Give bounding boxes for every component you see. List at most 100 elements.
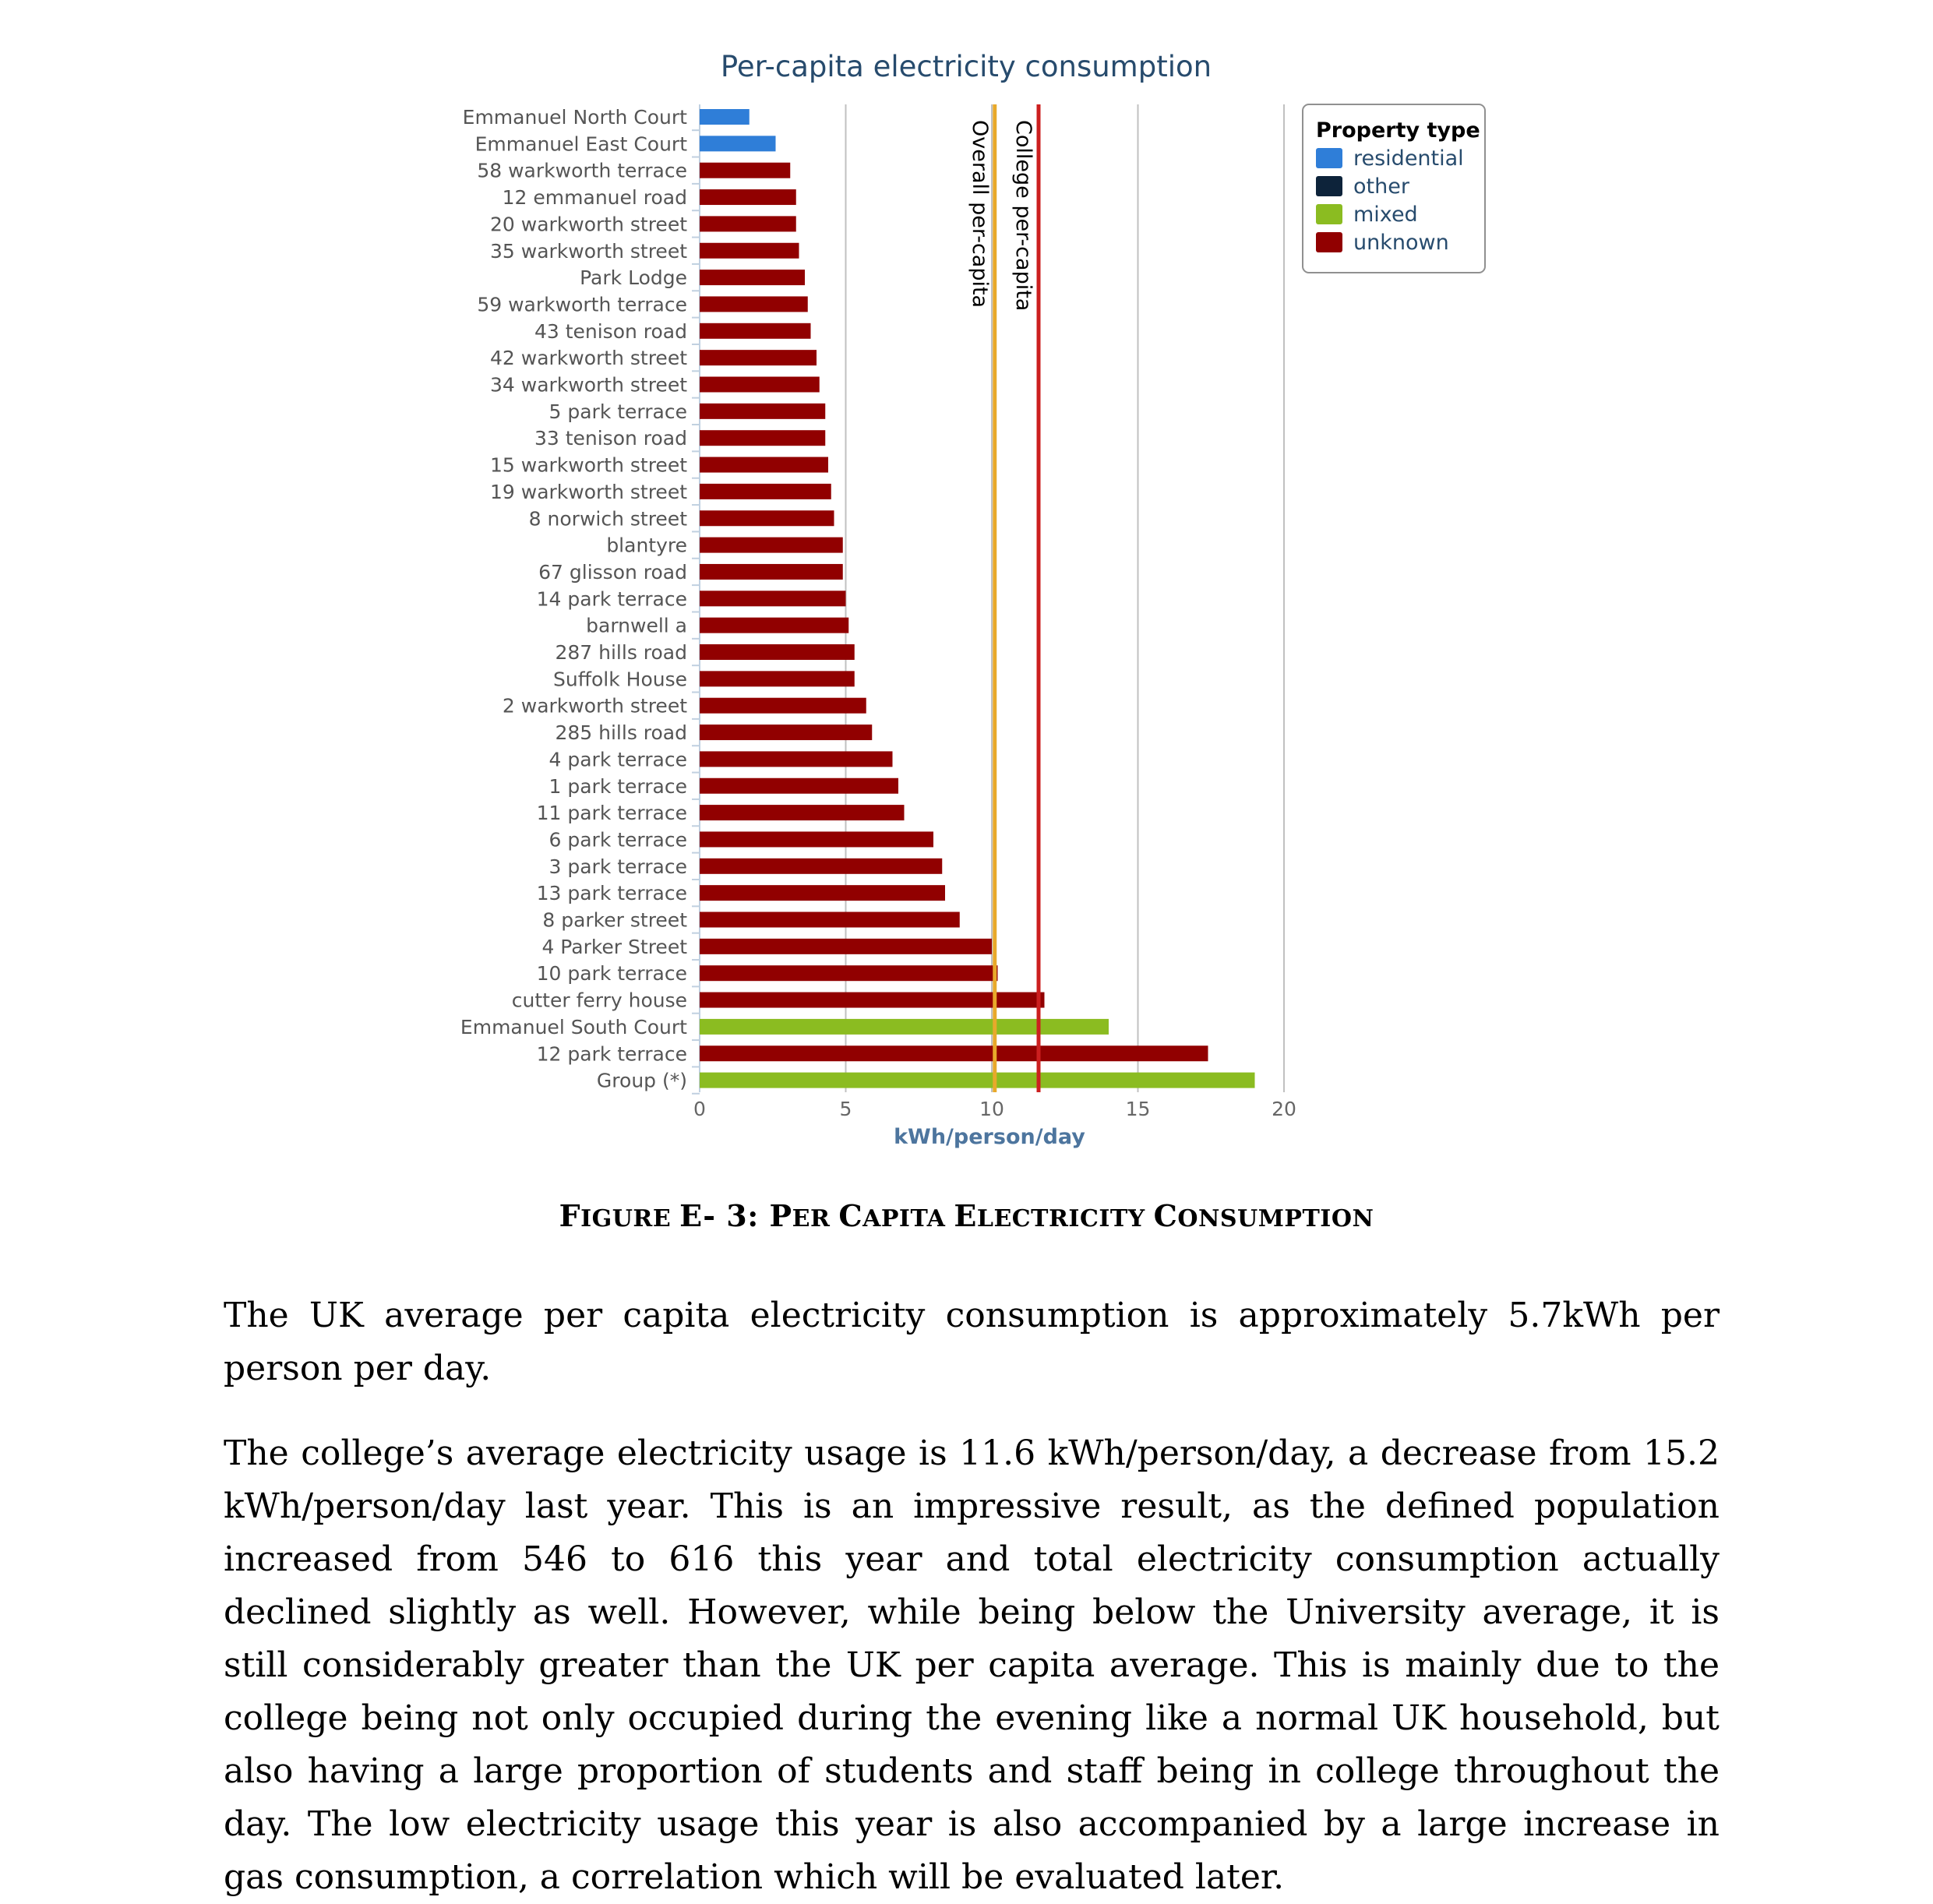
chart-title: Per-capita electricity consumption	[721, 50, 1212, 83]
bar	[700, 725, 873, 741]
caption-part: ER	[792, 1205, 839, 1232]
category-label: 6 park terrace	[549, 828, 688, 851]
category-label: 12 emmanuel road	[503, 186, 687, 209]
bar	[700, 671, 855, 687]
category-label: 20 warkworth street	[490, 213, 687, 235]
legend-item-label: residential	[1353, 146, 1464, 171]
bar	[700, 430, 826, 446]
caption-part: C	[838, 1198, 863, 1233]
caption-part: E	[954, 1198, 977, 1233]
category-label: Park Lodge	[580, 266, 687, 289]
bar	[700, 296, 808, 312]
category-label: 4 park terrace	[549, 748, 688, 770]
category-label: Emmanuel South Court	[460, 1016, 687, 1038]
category-label: 42 warkworth street	[490, 347, 687, 369]
category-label: Group (*)	[597, 1070, 687, 1092]
bar	[700, 109, 750, 125]
bar	[700, 751, 893, 767]
category-label: 287 hills road	[555, 641, 687, 664]
bar	[700, 858, 943, 874]
category-label: 8 parker street	[542, 909, 687, 932]
category-label: 2 warkworth street	[503, 695, 687, 718]
category-label: 58 warkworth terrace	[477, 160, 687, 182]
category-label: 5 park terrace	[549, 400, 688, 423]
category-label: 285 hills road	[555, 721, 687, 744]
category-label: 1 park terrace	[549, 775, 688, 798]
category-label: 67 glisson road	[538, 561, 687, 584]
caption-part: APITA	[862, 1205, 954, 1232]
bar	[700, 350, 817, 366]
x-tick-label: 20	[1272, 1098, 1296, 1120]
reference-line-label: College per-capita	[1011, 120, 1035, 311]
x-axis-ticks: 0 5 10 15 20	[693, 1098, 1296, 1120]
bar	[700, 885, 945, 901]
figure-caption: FIGURE E- 3: PER CAPITA ELECTRICITY CONS…	[0, 1198, 1933, 1233]
category-label: barnwell a	[586, 615, 687, 637]
bar	[700, 1072, 1255, 1088]
category-label: 43 tenison road	[534, 320, 687, 343]
x-axis-title: kWh/person/day	[894, 1125, 1085, 1149]
caption-part: E- 3: P	[679, 1198, 792, 1233]
bar	[700, 403, 826, 419]
category-label: 13 park terrace	[537, 882, 687, 904]
category-label: 3 park terrace	[549, 855, 688, 878]
category-label: Emmanuel North Court	[463, 106, 688, 129]
bar	[700, 216, 796, 232]
category-label: 8 norwich street	[529, 507, 688, 530]
legend-swatch	[1316, 148, 1342, 168]
category-label: 14 park terrace	[537, 587, 687, 610]
caption-part: F	[559, 1198, 581, 1233]
category-label: 4 Parker Street	[541, 936, 687, 958]
category-label: 11 park terrace	[537, 802, 687, 824]
legend-swatch	[1316, 176, 1342, 196]
category-labels: Emmanuel North Court Emmanuel East Court 5…	[460, 106, 687, 1092]
bar	[700, 242, 799, 259]
bar	[700, 189, 796, 206]
caption-part: ONSUMPTION	[1177, 1205, 1374, 1232]
bar	[700, 617, 849, 633]
body-paragraph-1: The UK average per capita electricity co…	[224, 1296, 1720, 1388]
bar	[700, 162, 791, 178]
legend-swatch	[1316, 204, 1342, 224]
bars	[700, 109, 1255, 1088]
category-label: Emmanuel East Court	[475, 132, 688, 155]
bar	[700, 938, 992, 954]
x-tick-label: 5	[840, 1098, 852, 1120]
legend-swatch	[1316, 232, 1342, 252]
bar	[700, 323, 811, 339]
body-paragraph-2: The college’s average electricity usage …	[224, 1433, 1720, 1897]
bar	[700, 537, 843, 553]
bar	[700, 483, 831, 499]
bar	[700, 1045, 1208, 1062]
bar	[700, 805, 905, 821]
category-label: Suffolk House	[553, 668, 687, 690]
category-label: 34 warkworth street	[490, 374, 687, 397]
caption-part: C	[1153, 1198, 1178, 1233]
category-label: 35 warkworth street	[490, 240, 687, 263]
legend-box	[1302, 104, 1486, 273]
category-label: 10 park terrace	[537, 962, 687, 985]
bar	[700, 965, 998, 982]
bar	[700, 1018, 1109, 1035]
caption-part: LECTRICITY	[976, 1205, 1154, 1232]
bar	[700, 911, 960, 928]
reference-lines: Overall per-capita College per-capita	[968, 104, 1041, 1092]
x-tick-label: 10	[979, 1098, 1004, 1120]
bar	[700, 270, 805, 286]
reference-line-label: Overall per-capita	[968, 120, 992, 308]
bar	[700, 376, 820, 393]
category-label: 59 warkworth terrace	[477, 293, 687, 316]
bar	[700, 136, 776, 152]
bar	[700, 777, 898, 794]
legend: Property type residential other mixed unkno…	[1302, 104, 1486, 273]
bar-chart: Per-capita electricity consumption Overa…	[460, 50, 1486, 1149]
category-label: 12 park terrace	[537, 1042, 687, 1065]
legend-title: Property type	[1316, 118, 1480, 143]
category-label: blantyre	[606, 534, 687, 557]
bar	[700, 697, 866, 714]
bar	[700, 992, 1045, 1008]
bar	[700, 831, 933, 848]
legend-item-label: unknown	[1353, 231, 1449, 255]
caption-part: IGURE	[580, 1205, 680, 1232]
bar	[700, 591, 846, 607]
